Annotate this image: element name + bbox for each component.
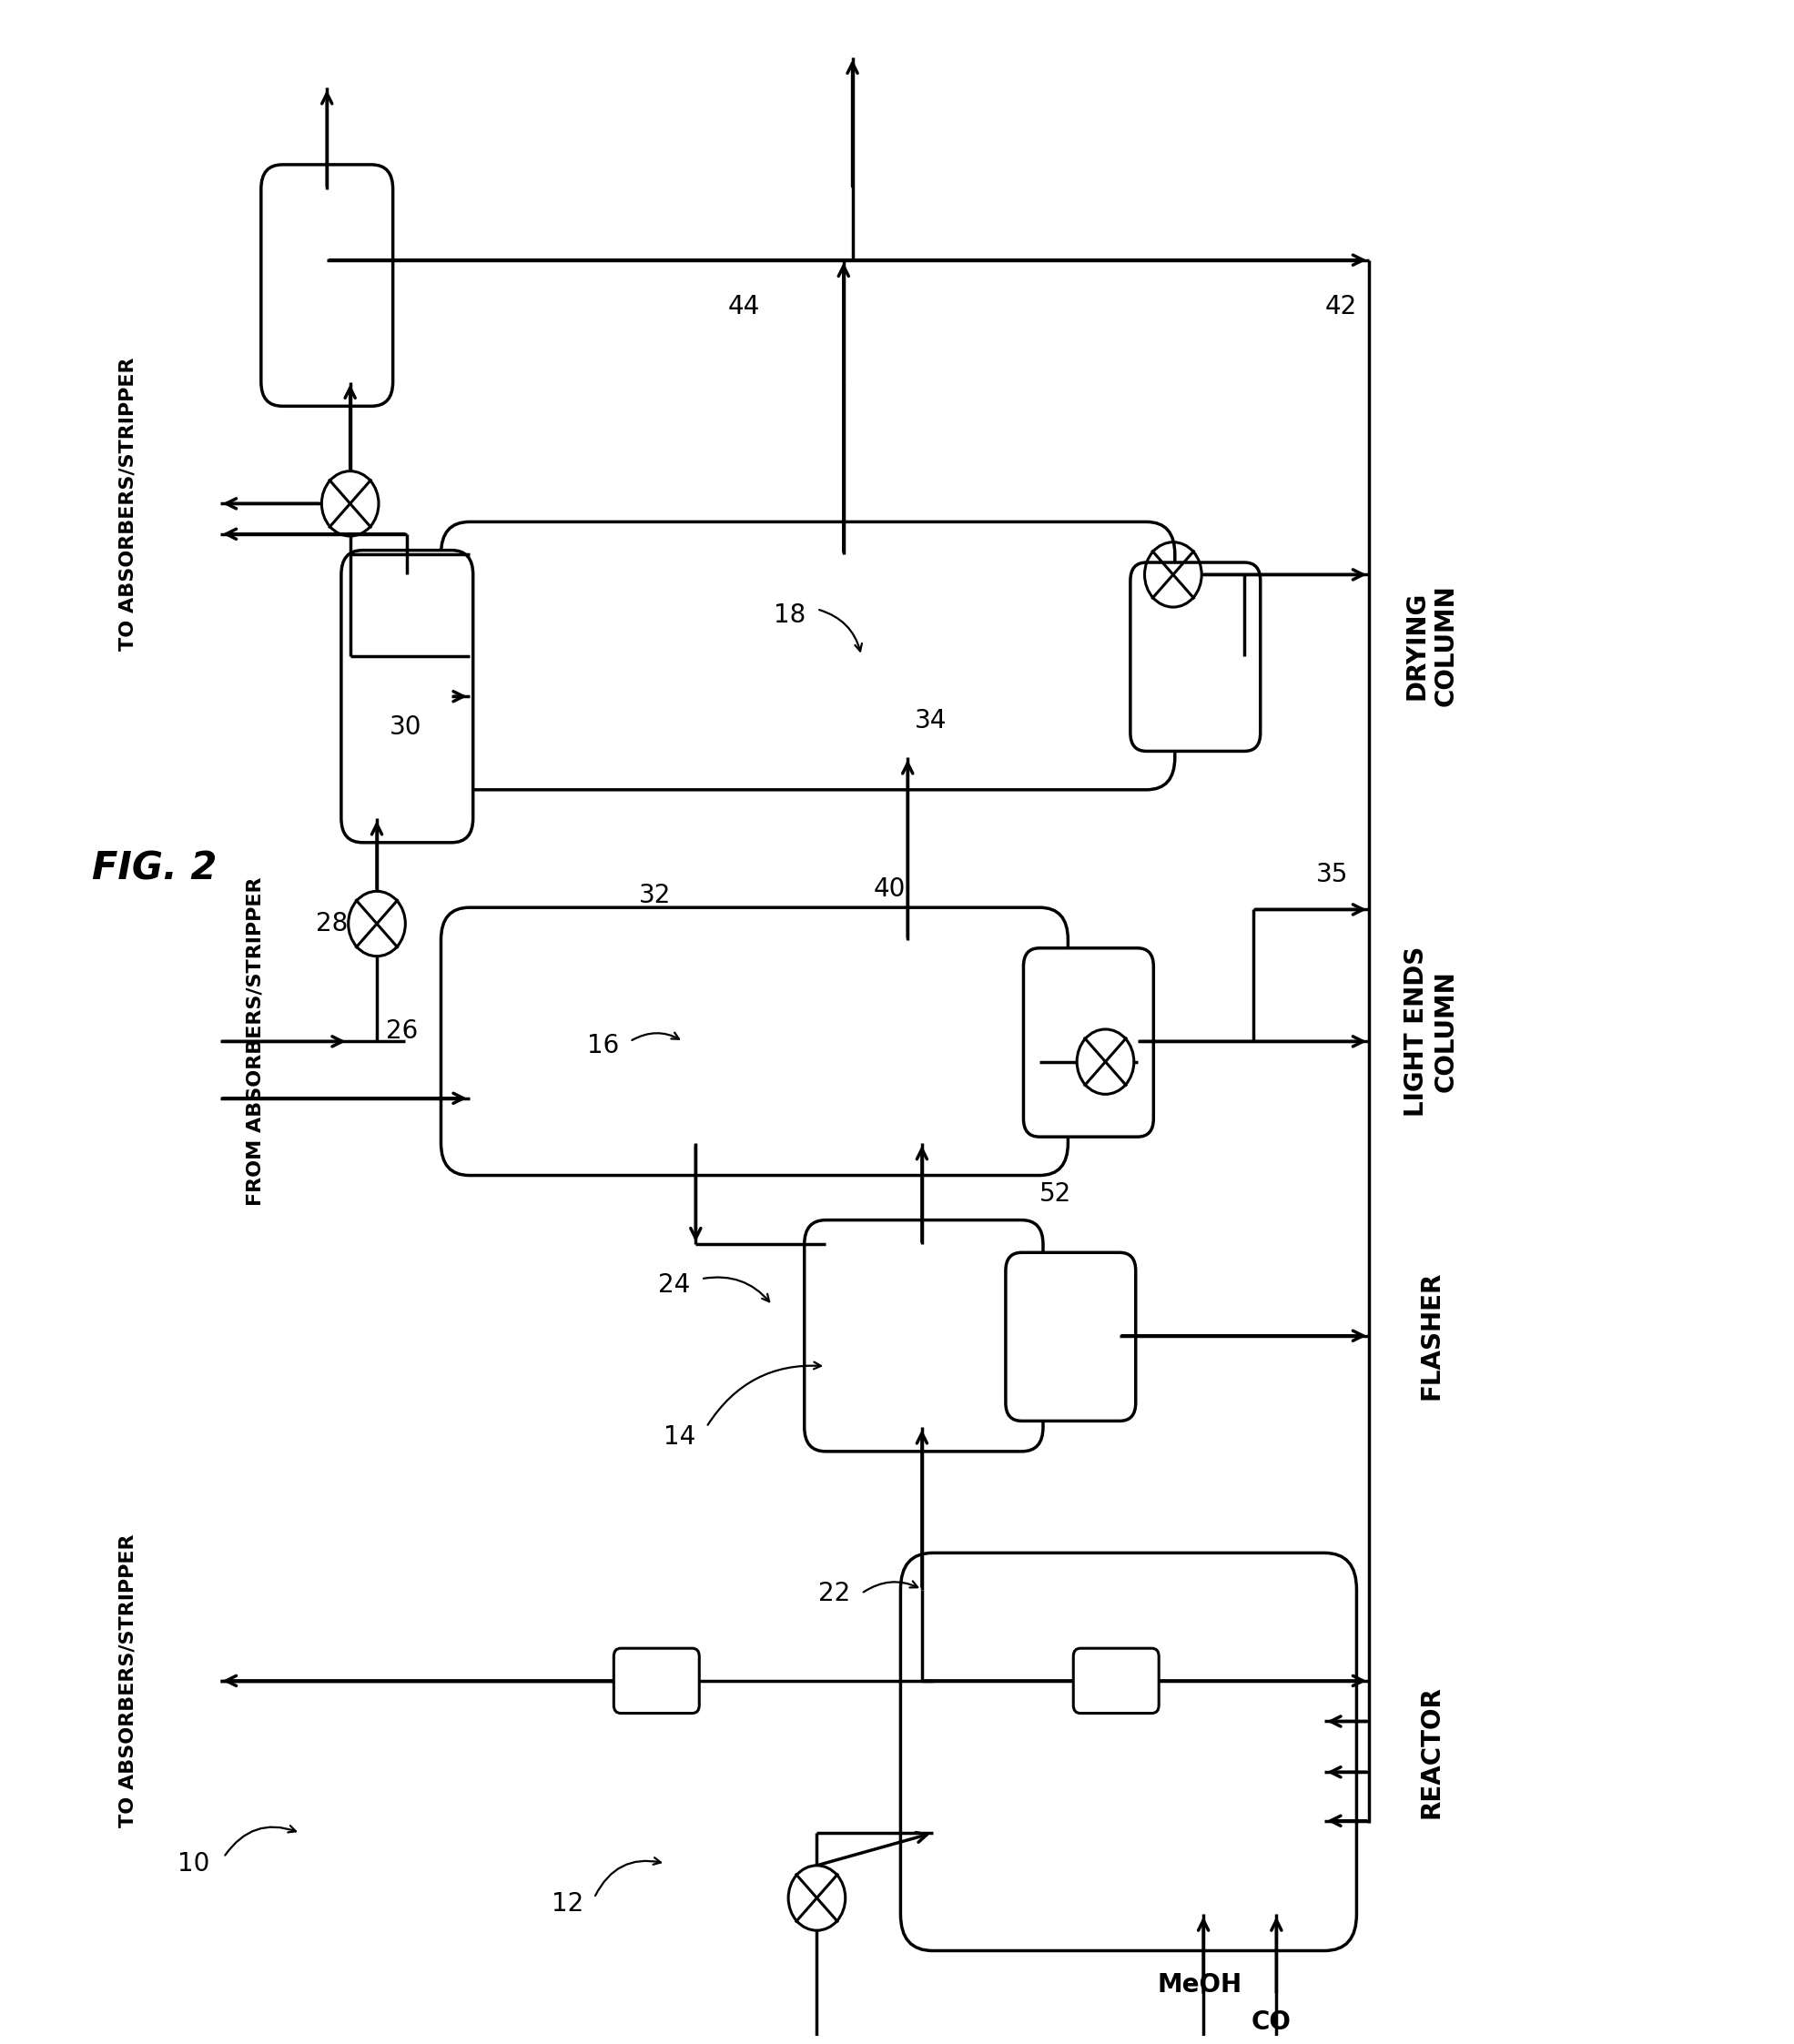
Text: 44: 44	[728, 294, 761, 319]
FancyBboxPatch shape	[901, 1553, 1356, 1950]
FancyBboxPatch shape	[1073, 1647, 1159, 1713]
Text: 34: 34	[915, 707, 947, 734]
Text: 30: 30	[389, 713, 422, 740]
FancyBboxPatch shape	[341, 550, 474, 842]
FancyBboxPatch shape	[262, 166, 393, 407]
FancyBboxPatch shape	[1006, 1253, 1136, 1421]
FancyBboxPatch shape	[804, 1220, 1042, 1451]
Text: DRYING
COLUMN: DRYING COLUMN	[1405, 585, 1459, 707]
FancyBboxPatch shape	[441, 521, 1175, 789]
Text: TO ABSORBERS/STRIPPER: TO ABSORBERS/STRIPPER	[118, 358, 136, 650]
Text: TO ABSORBERS/STRIPPER: TO ABSORBERS/STRIPPER	[118, 1535, 136, 1827]
Text: 40: 40	[874, 877, 906, 901]
Text: 28: 28	[316, 912, 348, 936]
Text: 10: 10	[178, 1850, 210, 1876]
Text: 52: 52	[1039, 1181, 1071, 1206]
FancyBboxPatch shape	[1130, 562, 1261, 752]
Text: 22: 22	[818, 1580, 850, 1607]
Text: 42: 42	[1324, 294, 1356, 319]
Text: 14: 14	[664, 1425, 696, 1449]
Text: 16: 16	[587, 1032, 619, 1059]
Text: FLASHER: FLASHER	[1419, 1271, 1444, 1400]
FancyBboxPatch shape	[441, 908, 1067, 1175]
Text: LIGHT ENDS
COLUMN: LIGHT ENDS COLUMN	[1405, 946, 1459, 1116]
Text: MeOH: MeOH	[1157, 1972, 1241, 1997]
Text: FIG. 2: FIG. 2	[91, 850, 217, 887]
Text: 24: 24	[658, 1271, 691, 1298]
Text: 32: 32	[639, 883, 671, 908]
Text: 18: 18	[773, 603, 806, 628]
FancyBboxPatch shape	[614, 1647, 700, 1713]
Text: FROM ABSORBERS/STRIPPER: FROM ABSORBERS/STRIPPER	[246, 877, 266, 1206]
Text: REACTOR: REACTOR	[1419, 1686, 1444, 1819]
Text: 12: 12	[551, 1891, 583, 1917]
Text: 26: 26	[386, 1018, 418, 1044]
Text: CO: CO	[1250, 2009, 1292, 2034]
Text: 35: 35	[1315, 863, 1347, 887]
FancyBboxPatch shape	[1023, 948, 1154, 1136]
